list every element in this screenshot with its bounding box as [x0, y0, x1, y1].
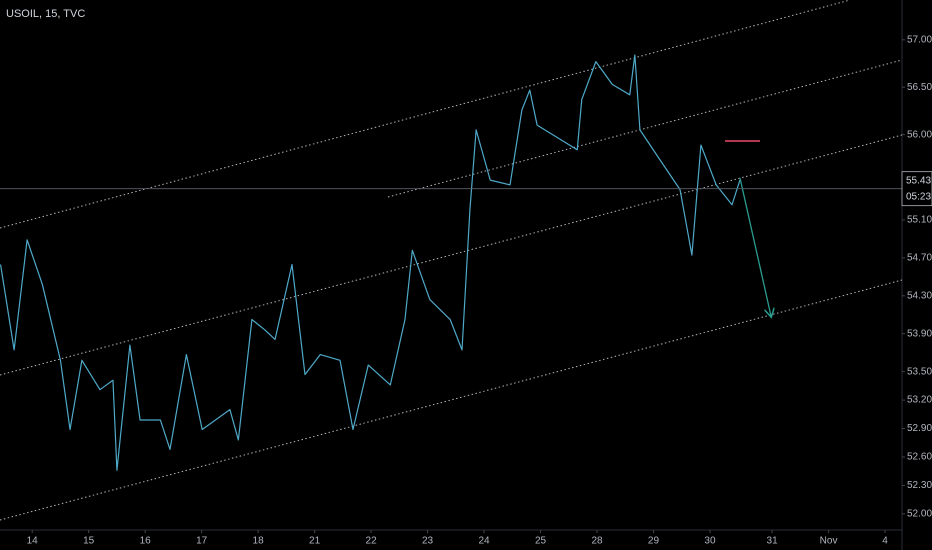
x-tick-label: 15 — [83, 536, 95, 547]
channel-line — [387, 59, 902, 198]
y-tick-label: 53.20 — [907, 395, 932, 406]
y-tick-label: 56.00 — [907, 129, 932, 140]
x-tick-label: 17 — [196, 536, 208, 547]
series — [0, 54, 741, 471]
price-line — [0, 54, 741, 471]
last-price-label: 55.43 — [906, 175, 931, 186]
last-price-box — [901, 171, 932, 207]
x-tick-label: 22 — [366, 536, 378, 547]
x-tick-label: 29 — [648, 536, 660, 547]
x-tick-label: 24 — [478, 536, 490, 547]
y-tick-label: 55.10 — [907, 215, 932, 226]
symbol-title: USOIL, 15, TVC — [6, 8, 85, 20]
x-tick-label: 21 — [309, 536, 321, 547]
x-tick-label: 28 — [591, 536, 603, 547]
y-tick-label: 52.30 — [907, 480, 932, 491]
x-tick-label: 16 — [140, 536, 152, 547]
x-tick-label: 31 — [767, 536, 779, 547]
y-tick-label: 54.70 — [907, 253, 932, 264]
y-tick-label: 53.50 — [907, 366, 932, 377]
y-tick-label: 52.00 — [907, 509, 932, 520]
y-tick-label: 52.60 — [907, 452, 932, 463]
x-tick-label: 30 — [704, 536, 716, 547]
y-tick-label: 54.30 — [907, 290, 932, 301]
x-tick-label: 4 — [882, 536, 888, 547]
x-tick-label: Nov — [820, 536, 838, 547]
x-tick-label: 23 — [422, 536, 434, 547]
projection-arrow — [739, 177, 771, 316]
countdown-label: 05:23 — [906, 191, 931, 202]
x-tick-label: 25 — [535, 536, 547, 547]
y-tick-label: 52.90 — [907, 423, 932, 434]
y-tick-label: 57.00 — [907, 34, 932, 45]
y-tick-label: 56.50 — [907, 82, 932, 93]
x-tick-label: 14 — [27, 536, 39, 547]
channel-line — [0, 0, 851, 229]
x-tick-label: 18 — [253, 536, 265, 547]
drawings — [0, 0, 902, 521]
y-tick-label: 53.90 — [907, 328, 932, 339]
